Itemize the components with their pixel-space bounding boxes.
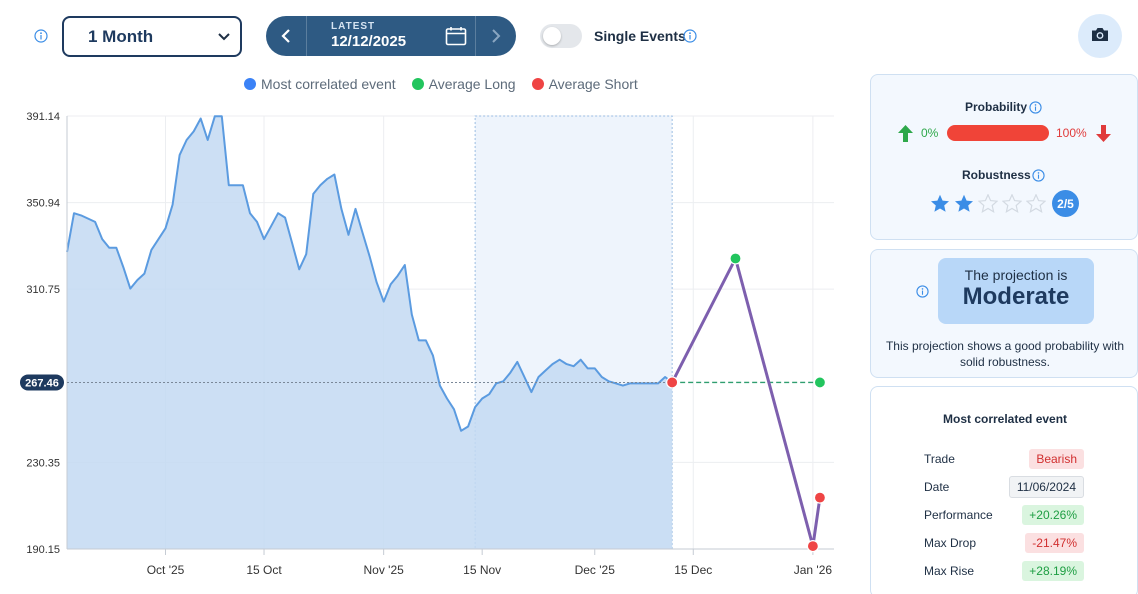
camera-button[interactable] (1078, 14, 1122, 58)
x-tick-label: Nov '25 (363, 563, 404, 577)
average-short-end-point (813, 491, 827, 504)
mce-label: Max Rise (924, 564, 975, 578)
x-tick-label: 15 Oct (246, 563, 282, 577)
mce-row-trade: Trade Bearish (924, 448, 1084, 470)
chevron-right-icon[interactable] (476, 16, 516, 56)
arrow-down-icon (1096, 125, 1111, 142)
info-icon[interactable] (1032, 169, 1045, 182)
date-display[interactable]: LATEST 12/12/2025 (307, 16, 437, 56)
mce-label: Date (924, 480, 950, 494)
probability-high-pct: 100% (1056, 126, 1087, 140)
date-value: 12/12/2025 (331, 33, 407, 50)
robustness-title: Robustness (962, 168, 1031, 182)
average-short-low-point (806, 539, 819, 553)
period-select[interactable]: 1 Month (62, 16, 242, 57)
chevron-left-icon[interactable] (266, 16, 306, 56)
mce-title: Most correlated event (943, 412, 1068, 426)
mce-value: -21.47% (1025, 533, 1084, 553)
legend-item-average-short[interactable]: Average Short (531, 76, 638, 92)
projection-value: Moderate (962, 283, 1070, 310)
most-correlated-line (66, 115, 673, 432)
y-tick-label: 230.35 (26, 457, 60, 469)
y-tick-label: 310.75 (26, 284, 60, 296)
average-long-end-point (813, 376, 827, 389)
most-correlated-event-panel: Most correlated event Trade Bearish Date… (870, 386, 1138, 594)
price-chart[interactable]: 391.14 350.94 310.75 230.35 190.15 Oct '25 15 … (0, 0, 860, 594)
projection-badge: The projection is Moderate (938, 258, 1094, 324)
start-point (666, 376, 679, 389)
most-correlated-area (67, 116, 673, 550)
info-icon[interactable] (1029, 101, 1042, 114)
current-price-label: 267.46 (25, 377, 59, 389)
mce-label: Max Drop (924, 536, 977, 550)
probability-bar (947, 125, 1049, 141)
mce-row-performance: Performance +20.26% (924, 504, 1084, 526)
x-tick-label: Jan '26 (794, 563, 833, 577)
y-tick-label: 190.15 (26, 544, 60, 556)
probability-panel: Probability 0% 100% Robustness 2/5 (870, 74, 1138, 240)
date-navigator: LATEST 12/12/2025 (266, 16, 516, 56)
date-caption: LATEST (331, 21, 376, 32)
period-select-value: 1 Month (88, 26, 154, 46)
camera-icon (1091, 26, 1109, 47)
legend-label: Average Short (548, 76, 638, 92)
probability-title: Probability (965, 100, 1028, 114)
legend-dot (531, 78, 544, 90)
x-tick-label: Dec '25 (575, 563, 616, 577)
projection-line (670, 257, 822, 548)
calendar-icon[interactable] (437, 16, 475, 56)
y-tick-label: 391.14 (26, 111, 60, 123)
projection-panel: The projection is Moderate This projecti… (870, 249, 1138, 378)
average-long-peak-point (729, 252, 742, 265)
arrow-up-icon (898, 125, 913, 142)
legend-dot (244, 78, 256, 90)
single-events-label: Single Events (594, 28, 686, 44)
x-tick-label: 15 Nov (463, 563, 501, 577)
x-tick-label: Oct '25 (147, 563, 185, 577)
divider (306, 16, 307, 56)
mce-value: 11/06/2024 (1008, 476, 1084, 498)
x-tick-label: 15 Dec (674, 563, 712, 577)
divider (475, 16, 476, 56)
single-events-toggle[interactable] (540, 24, 582, 48)
mce-value: +20.26% (1022, 505, 1084, 525)
mce-row-max-drop: Max Drop -21.47% (924, 532, 1084, 554)
star-icon (954, 194, 974, 218)
mce-row-date: Date 11/06/2024 (924, 476, 1084, 498)
chevron-down-icon (218, 32, 230, 41)
info-icon[interactable] (916, 285, 929, 298)
y-tick-label: 350.94 (26, 198, 60, 210)
star-icon (930, 194, 950, 218)
mce-value: +28.19% (1022, 561, 1084, 581)
robustness-badge: 2/5 (1052, 190, 1079, 217)
legend-dot (411, 78, 424, 90)
current-price-badge (20, 374, 64, 391)
chart-legend: Most correlated event Average Long Avera… (244, 76, 638, 92)
star-icon (1025, 193, 1047, 218)
legend-label: Average Long (428, 76, 516, 92)
projection-caption: The projection is (964, 267, 1068, 283)
legend-item-average-long[interactable]: Average Long (411, 76, 516, 92)
legend-item-most-correlated[interactable]: Most correlated event (244, 76, 396, 92)
mce-row-max-rise: Max Rise +28.19% (924, 560, 1084, 582)
info-icon[interactable] (683, 29, 697, 43)
info-icon[interactable] (34, 29, 48, 43)
projection-description: This projection shows a good probability… (885, 339, 1125, 369)
probability-low-pct: 0% (921, 126, 939, 140)
star-icon (1001, 193, 1023, 218)
mce-label: Performance (924, 508, 993, 522)
legend-label: Most correlated event (261, 76, 396, 92)
mce-label: Trade (924, 452, 955, 466)
toggle-knob (543, 27, 561, 45)
mce-value: Bearish (1029, 449, 1084, 469)
star-icon (977, 193, 999, 218)
